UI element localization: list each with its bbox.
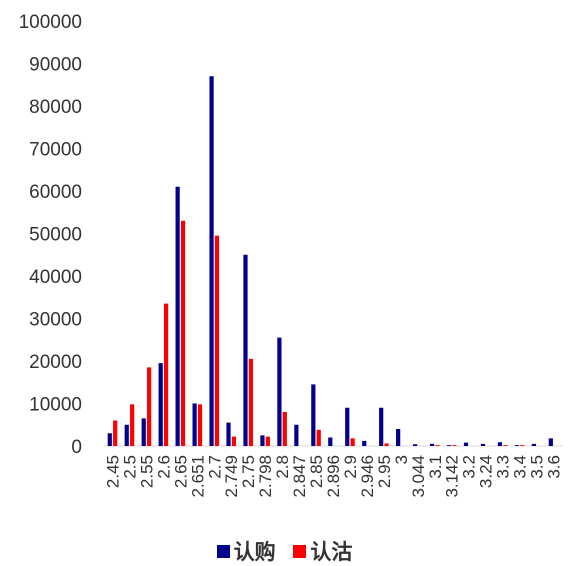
- bar-buy: [107, 433, 112, 446]
- bar-buy: [209, 76, 214, 446]
- bar-buy: [328, 437, 333, 446]
- legend-label-buy: 认购: [233, 541, 276, 564]
- x-tick-label: 2.946: [358, 455, 377, 498]
- bar-sell: [435, 445, 440, 446]
- y-tick-label: 80000: [29, 97, 82, 118]
- bar-buy: [480, 443, 486, 447]
- y-tick-label: 60000: [29, 182, 82, 203]
- bar-sell: [113, 420, 118, 446]
- bar-sell: [231, 436, 237, 446]
- bar-buy: [192, 403, 197, 446]
- x-tick-label: 3.1: [426, 455, 445, 479]
- x-tick-label: 2.6: [154, 455, 173, 479]
- x-tick-label: 2.749: [222, 455, 241, 498]
- legend-label-sell: 认沽: [310, 541, 353, 564]
- bar-buy: [226, 422, 231, 447]
- y-tick-label: 100000: [19, 12, 82, 33]
- bar-buy: [243, 254, 248, 446]
- x-tick-label: 3.142: [443, 455, 462, 498]
- x-tick-label: 2.85: [307, 455, 326, 488]
- bar-buy: [548, 438, 553, 446]
- bar-sell: [180, 220, 186, 446]
- bar-buy: [413, 444, 418, 446]
- bar-sell: [130, 404, 135, 446]
- x-tick-label: 2.798: [256, 455, 275, 498]
- y-tick-label: 40000: [29, 267, 82, 288]
- bar-buy: [514, 445, 519, 446]
- bar-sell: [350, 438, 355, 446]
- bar-buy: [294, 424, 299, 446]
- bar-sell: [520, 445, 525, 446]
- x-tick-label: 2.5: [120, 455, 139, 479]
- bar-buy: [141, 418, 146, 447]
- bar-sell: [147, 367, 152, 447]
- bar-sell: [282, 412, 287, 446]
- x-tick-label: 3.044: [409, 455, 428, 498]
- legend-swatch-sell: [293, 544, 307, 558]
- y-tick-label: 10000: [29, 395, 82, 416]
- y-tick-label: 20000: [29, 352, 82, 373]
- bar-buy: [396, 429, 401, 446]
- x-tick-label: 3.24: [477, 455, 496, 488]
- y-axis-ticks: 0 10000 20000 30000 40000 50000 60000 70000 8000…: [19, 12, 82, 458]
- chart: 0 10000 20000 30000 40000 50000 60000 70000 8000…: [19, 12, 564, 498]
- bar-buy: [362, 440, 367, 446]
- x-tick-label: 2.7: [205, 455, 224, 479]
- y-tick-label: 50000: [29, 225, 82, 246]
- x-tick-label: 3: [392, 455, 411, 464]
- x-tick-label: 2.8: [273, 455, 292, 479]
- bar-buy: [124, 424, 129, 446]
- x-tick-label: 2.896: [324, 455, 343, 498]
- x-tick-label: 2.847: [290, 455, 309, 498]
- legend-swatch-buy: [216, 544, 230, 558]
- bar-sell: [384, 443, 389, 446]
- x-tick-label: 2.55: [137, 455, 156, 488]
- y-tick-label: 30000: [29, 310, 82, 331]
- x-tick-label: 3.5: [528, 455, 547, 479]
- bar-buy: [379, 407, 384, 446]
- bar-sell: [265, 436, 270, 446]
- x-axis-ticks: 2.452.52.552.62.652.6512.72.7492.752.798…: [103, 455, 563, 498]
- bar-buy: [531, 443, 536, 447]
- x-tick-label: 3.2: [460, 455, 479, 479]
- x-tick-label: 2.45: [103, 455, 122, 488]
- x-tick-label: 2.65: [171, 455, 190, 488]
- bar-sell: [248, 358, 253, 447]
- x-tick-label: 3.4: [511, 455, 530, 479]
- bar-buy: [497, 442, 503, 446]
- x-tick-label: 2.95: [375, 455, 394, 488]
- y-tick-label: 90000: [29, 55, 82, 76]
- bar-sell: [316, 429, 321, 446]
- bar-sell: [214, 235, 220, 447]
- bar-buy: [175, 186, 180, 446]
- bar-buy: [158, 363, 163, 447]
- x-tick-label: 2.75: [239, 455, 258, 488]
- y-tick-label: 0: [71, 437, 82, 458]
- legend-item-buy: 认购: [216, 536, 276, 566]
- bar-buy: [260, 435, 265, 447]
- bar-sell: [163, 303, 169, 447]
- bar-buy: [446, 445, 452, 446]
- bar-buy: [463, 442, 469, 446]
- bar-sell: [197, 404, 203, 446]
- bar-buy: [345, 407, 350, 446]
- bar-buy: [277, 337, 282, 447]
- x-tick-label: 3.3: [494, 455, 513, 479]
- x-tick-label: 2.9: [341, 455, 360, 479]
- bars: [107, 76, 553, 447]
- bar-buy: [429, 443, 435, 447]
- legend-item-sell: 认沽: [293, 536, 352, 566]
- bar-buy: [311, 384, 316, 447]
- bar-sell: [452, 445, 457, 446]
- legend: 认购 认沽: [0, 536, 569, 566]
- y-tick-label: 70000: [29, 140, 82, 161]
- x-tick-label: 3.6: [545, 455, 564, 479]
- x-tick-label: 2.651: [188, 455, 207, 498]
- bar-sell: [503, 445, 508, 446]
